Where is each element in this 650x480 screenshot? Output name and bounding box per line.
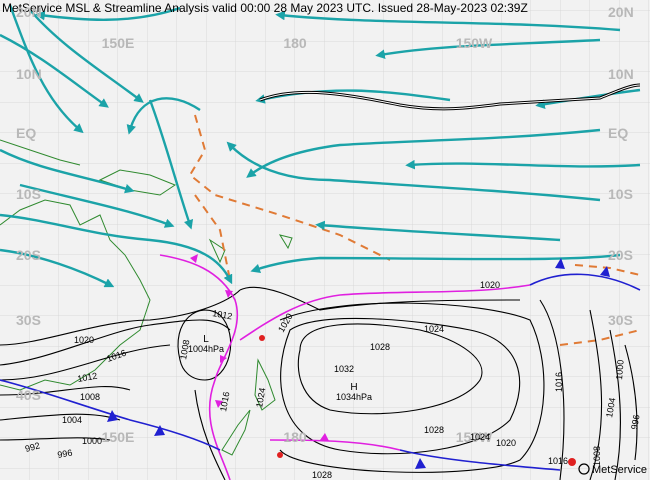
latitude-label: 10S (608, 186, 633, 202)
pressure-centre-value: 1004hPa (188, 344, 224, 354)
pressure-centre-symbol: L (203, 334, 209, 345)
isobar-label: 1008 (178, 339, 191, 360)
latitude-label: 30S (16, 312, 41, 328)
latitude-label: 10N (16, 66, 42, 82)
isobar-label: 996 (57, 448, 74, 460)
fronts (0, 254, 641, 480)
longitude-label: 180 (283, 35, 307, 51)
convergence-zones (188, 114, 641, 346)
latitude-label: 10N (608, 66, 634, 82)
longitude-label: 150E (102, 35, 135, 51)
isobar-label: 1024 (470, 432, 490, 442)
isobar-label: 1004 (604, 397, 617, 418)
isobar-label: 1024 (254, 387, 267, 408)
longitude-label: 150W (456, 429, 493, 445)
isobar-label: 992 (24, 440, 41, 454)
isobar-label: 1020 (480, 280, 500, 290)
latitude-label: 20S (608, 247, 633, 263)
latitude-label: EQ (16, 125, 36, 141)
latitude-label: 20N (16, 4, 42, 20)
isobar-label: 1000 (82, 436, 102, 446)
isobar-label: 1020 (74, 335, 94, 345)
brand-logo (578, 463, 590, 475)
latitude-label: 20S (16, 247, 41, 263)
isobar-label: 1016 (218, 391, 231, 412)
isobar-label: 1008 (80, 392, 100, 402)
isobar-label: 1012 (77, 371, 98, 384)
longitude-label: 150W (456, 35, 493, 51)
longitude-label: 180 (283, 429, 307, 445)
isobar-label: 996 (629, 414, 641, 431)
latitude-label: 10S (16, 186, 41, 202)
coastlines (0, 139, 293, 456)
map-title: MetService MSL & Streamline Analysis val… (2, 1, 528, 15)
isobar-label: 1016 (554, 372, 564, 392)
isobar-label: 1008 (592, 446, 602, 466)
trough-line-inner (259, 84, 641, 110)
isobar-label: 1020 (496, 438, 516, 448)
longitude-label: 150E (102, 429, 135, 445)
isobars (0, 286, 638, 480)
streamlines (0, 4, 641, 288)
isobar-label: 1024 (424, 324, 444, 334)
latitude-label: 20N (608, 4, 634, 20)
isobar-label: 1004 (62, 415, 82, 425)
isobar-label: 1012 (212, 308, 233, 321)
pressure-centre-symbol: H (350, 382, 357, 393)
pressure-centre-value: 1034hPa (336, 392, 372, 402)
isobar-label: 1032 (334, 364, 354, 374)
isobar-label: 1028 (424, 425, 444, 435)
latitude-label: 40S (16, 387, 41, 403)
latitude-label: EQ (608, 125, 628, 141)
isobar-label: 1028 (370, 342, 390, 352)
brand: MetService (578, 463, 647, 476)
latitude-label: 30S (608, 312, 633, 328)
isobar-label: 1000 (614, 359, 626, 380)
isobar-label: 1028 (312, 470, 332, 480)
brand-name: MetService (592, 464, 647, 476)
isobar-label: 1016 (548, 456, 568, 466)
